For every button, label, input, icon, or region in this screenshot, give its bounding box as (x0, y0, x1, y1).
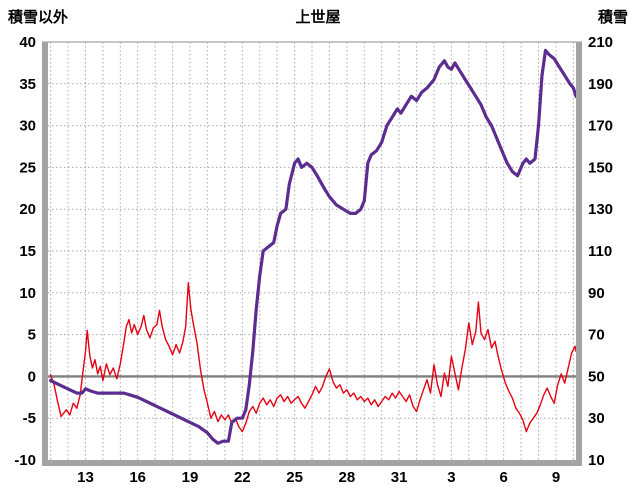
left-axis-tick-label: 10 (19, 285, 36, 302)
left-axis-tick-label: -5 (23, 410, 36, 427)
left-axis-tick-label: 5 (28, 327, 36, 344)
left-axis-tick-label: 0 (28, 368, 36, 385)
x-axis-tick-label: 22 (234, 469, 251, 486)
left-axis-tick-label: 15 (19, 243, 36, 260)
left-axis-tick-label: 40 (19, 34, 36, 51)
right-axis-tick-label: 150 (588, 159, 613, 176)
right-axis-tick-label: 10 (588, 452, 605, 469)
right-axis-tick-label: 130 (588, 201, 613, 218)
right-axis-tick-label: 170 (588, 118, 613, 135)
right-axis-bar (576, 42, 582, 466)
x-axis-tick-label: 31 (391, 469, 408, 486)
right-axis-tick-label: 210 (588, 34, 613, 51)
left-axis-bar (42, 42, 48, 466)
left-axis-tick-label: -10 (14, 452, 36, 469)
bottom-axis-bar (42, 460, 582, 466)
left-axis-tick-label: 25 (19, 159, 36, 176)
x-axis-tick-label: 9 (552, 469, 560, 486)
x-axis-tick-label: 13 (77, 469, 94, 486)
left-axis-tick-label: 30 (19, 118, 36, 135)
left-axis-tick-label: 20 (19, 201, 36, 218)
series-snow-line (48, 48, 576, 445)
right-axis-tick-label: 30 (588, 410, 605, 427)
x-axis-tick-label: 25 (286, 469, 303, 486)
x-axis-tick-label: 19 (182, 469, 199, 486)
right-axis-tick-label: 90 (588, 285, 605, 302)
chart-title: 上世屋 (295, 9, 341, 26)
right-axis-tick-label: 70 (588, 327, 605, 344)
x-axis-tick-label: 3 (447, 469, 455, 486)
left-axis-title: 積雪以外 (8, 9, 69, 26)
right-axis-tick-label: 50 (588, 368, 605, 385)
left-axis-tick-label: 35 (19, 76, 36, 93)
x-axis-tick-label: 28 (339, 469, 356, 486)
x-axis-tick-label: 6 (500, 469, 508, 486)
right-axis-tick-label: 190 (588, 76, 613, 93)
right-axis-tick-label: 110 (588, 243, 612, 260)
x-axis-tick-label: 16 (129, 469, 146, 486)
right-axis-title: 積雪 (597, 9, 628, 26)
series-temperature-line (49, 282, 576, 433)
